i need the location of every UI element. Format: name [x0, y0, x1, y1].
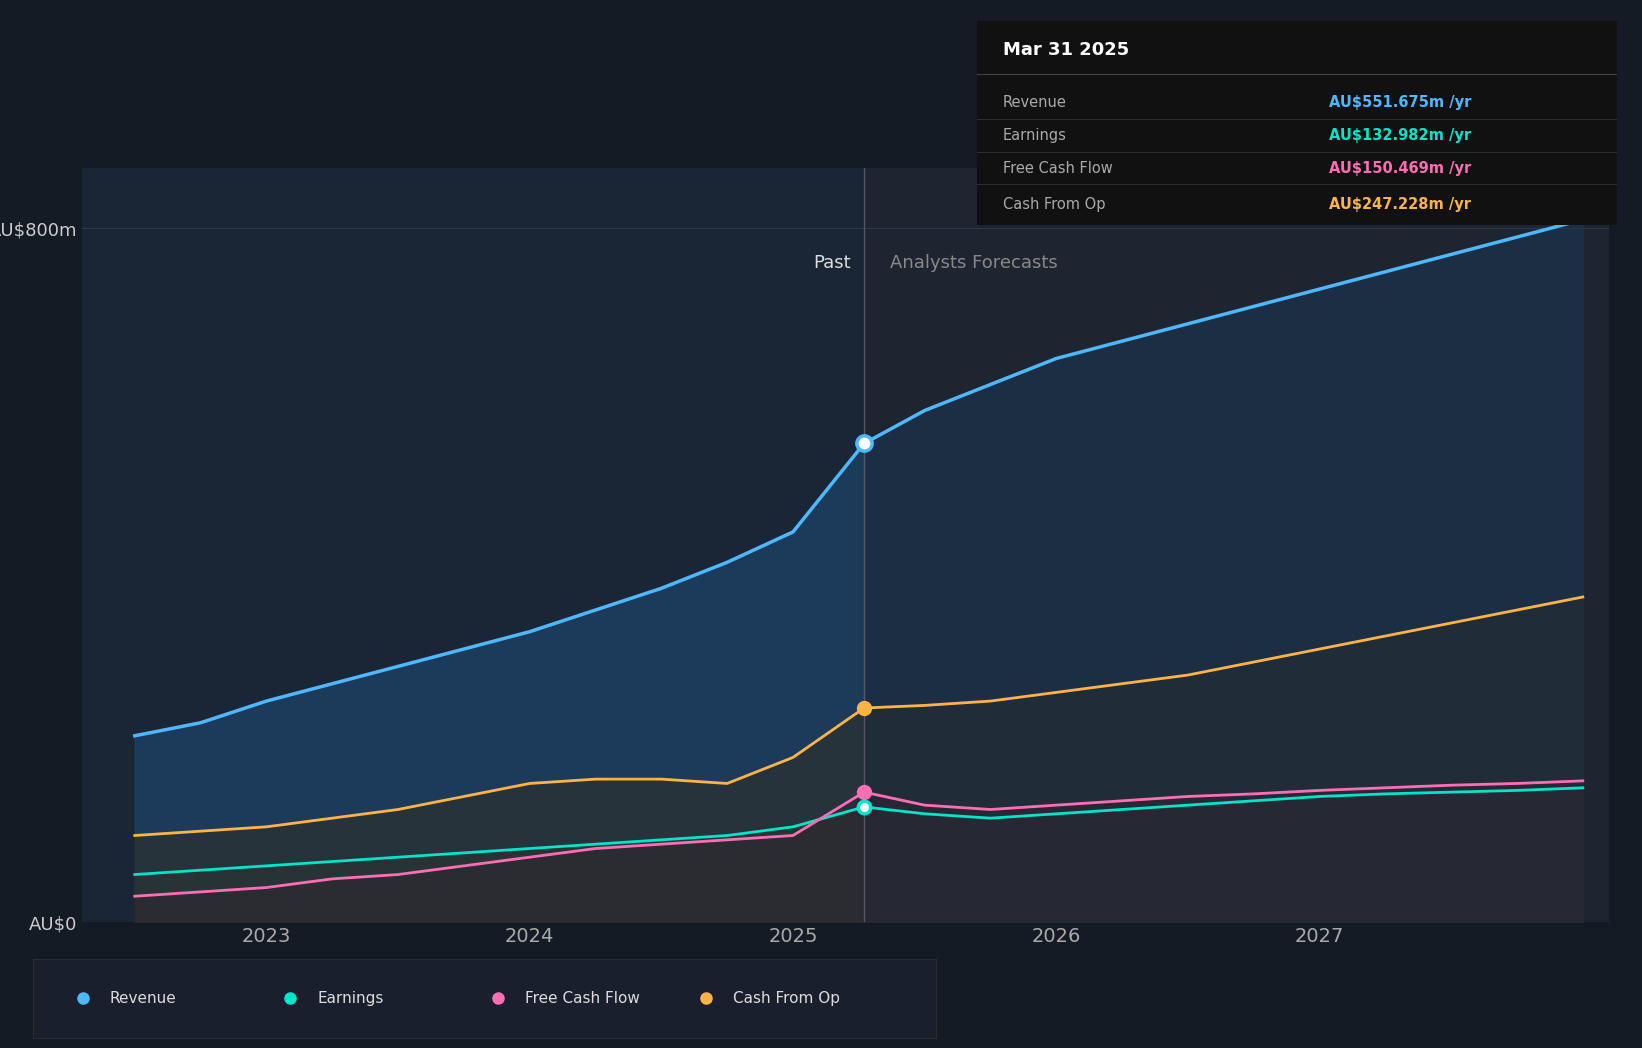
Text: Revenue: Revenue: [110, 990, 176, 1006]
Text: Past: Past: [813, 255, 851, 272]
Text: AU$150.469m /yr: AU$150.469m /yr: [1330, 160, 1471, 176]
Bar: [864, 168, 1609, 922]
Text: Cash From Op: Cash From Op: [732, 990, 839, 1006]
Text: Revenue: Revenue: [1003, 95, 1067, 110]
Text: Cash From Op: Cash From Op: [1003, 197, 1105, 213]
Text: Analysts Forecasts: Analysts Forecasts: [890, 255, 1057, 272]
Text: Earnings: Earnings: [317, 990, 384, 1006]
Text: Free Cash Flow: Free Cash Flow: [525, 990, 640, 1006]
Bar: [82, 168, 864, 922]
Text: Earnings: Earnings: [1003, 128, 1067, 143]
Text: AU$132.982m /yr: AU$132.982m /yr: [1330, 128, 1471, 143]
Text: AU$247.228m /yr: AU$247.228m /yr: [1330, 197, 1471, 213]
Text: Mar 31 2025: Mar 31 2025: [1003, 41, 1128, 60]
Text: AU$551.675m /yr: AU$551.675m /yr: [1330, 95, 1471, 110]
Text: Free Cash Flow: Free Cash Flow: [1003, 160, 1112, 176]
